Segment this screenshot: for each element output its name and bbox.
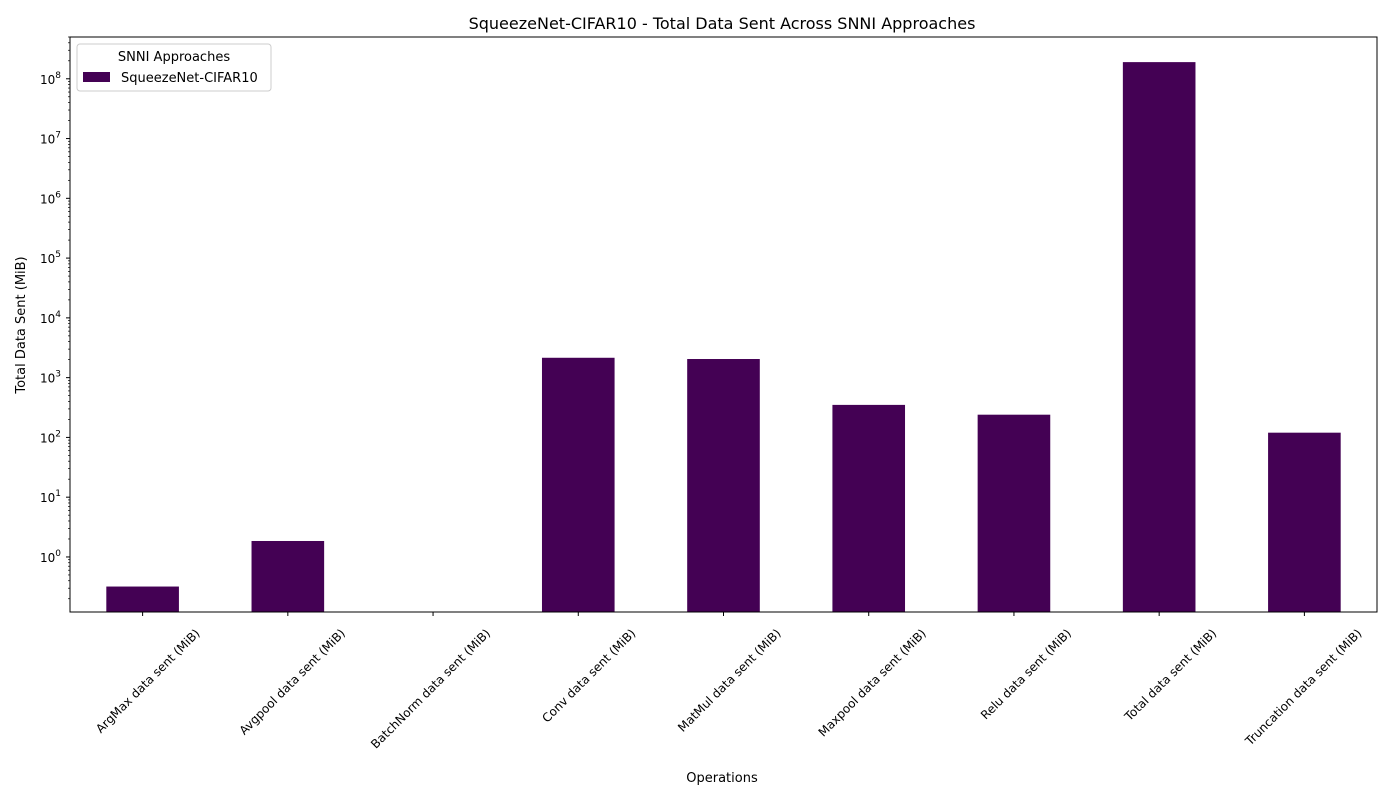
y-tick-label-0: 100	[40, 549, 61, 565]
legend: SNNI Approaches SqueezeNet-CIFAR10	[76, 43, 272, 92]
legend-swatch	[83, 72, 110, 82]
y-tick-label-4: 104	[40, 310, 61, 326]
bar-5	[832, 404, 906, 612]
chart-title: SqueezeNet-CIFAR10 - Total Data Sent Acr…	[469, 14, 976, 33]
legend-title: SNNI Approaches	[118, 50, 230, 65]
bar-1	[251, 540, 325, 612]
bar-4	[687, 359, 760, 612]
y-tick-label-1: 101	[40, 489, 61, 505]
y-tick-label-3: 103	[40, 370, 61, 386]
y-axis-label: Total Data Sent (MiB)	[14, 256, 29, 394]
bar-3	[541, 357, 615, 612]
legend-box	[76, 43, 272, 92]
bar-0	[106, 586, 179, 612]
y-tick-label-7: 107	[40, 131, 61, 147]
y-tick-label-6: 106	[40, 190, 61, 206]
y-tick-label-2: 102	[40, 429, 61, 445]
bar-8	[1268, 432, 1341, 612]
bar-7	[1122, 62, 1196, 613]
x-axis-label: Operations	[686, 771, 758, 786]
y-tick-label-8: 108	[40, 71, 61, 87]
plot-area	[106, 62, 1341, 613]
y-tick-label-5: 105	[40, 250, 61, 266]
bar-6	[977, 414, 1051, 612]
legend-series-label: SqueezeNet-CIFAR10	[121, 71, 258, 86]
